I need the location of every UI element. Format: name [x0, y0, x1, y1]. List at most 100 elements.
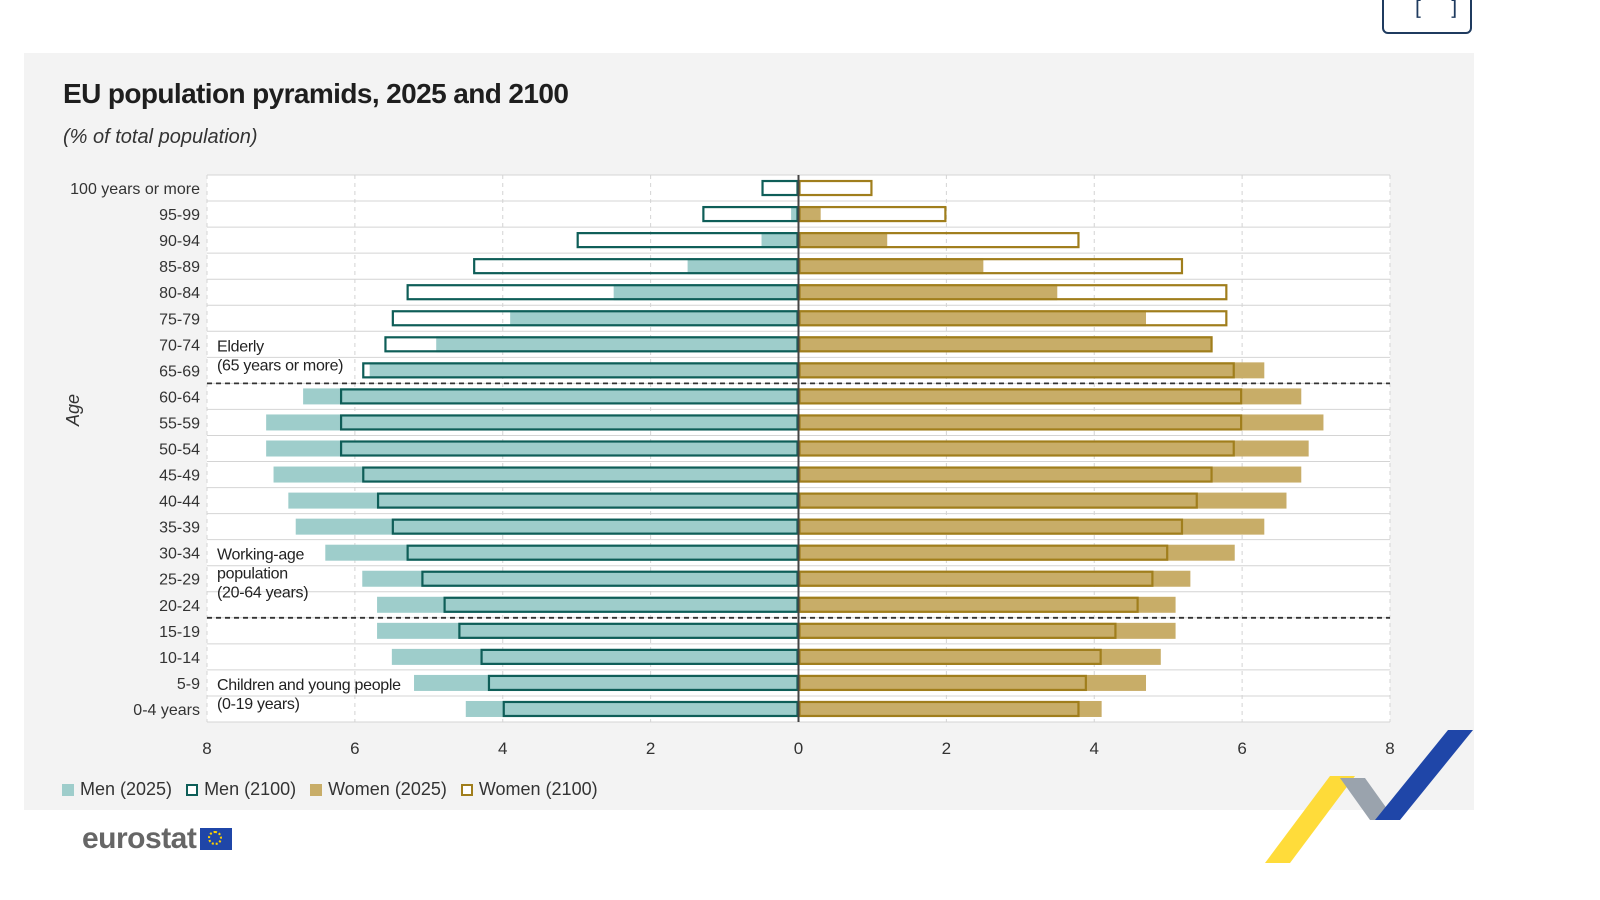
ribbon-blue [1375, 730, 1473, 820]
bar-men-2025-60-64 [303, 388, 799, 405]
age-label-45-49: 45-49 [159, 468, 200, 485]
legend-label-men-2025: Men (2025) [80, 779, 173, 799]
bar-women-2025-0-4-years [798, 700, 1102, 717]
bar-women-2025-20-24 [798, 596, 1176, 613]
age-label-80-84: 80-84 [159, 285, 200, 302]
age-label-40-44: 40-44 [159, 494, 200, 511]
age-label-35-39: 35-39 [159, 520, 200, 537]
bar-women-2025-30-34 [798, 544, 1235, 561]
x-tick-label: 2 [646, 739, 655, 758]
group-label-working-age-line-2: (20-64 years) [217, 585, 308, 602]
x-tick-label: 4 [1090, 739, 1099, 758]
logo-text: eurostat [82, 822, 197, 855]
x-tick-label: 8 [202, 739, 211, 758]
x-tick-label: 8 [1385, 739, 1394, 758]
bar-men-2025-75-79 [510, 310, 799, 327]
bar-men-2025-5-9 [414, 674, 799, 691]
bar-men-2025-40-44 [288, 492, 799, 509]
bar-men-2025-70-74 [436, 336, 799, 353]
bar-women-2025-80-84 [798, 284, 1058, 301]
age-label-5-9: 5-9 [177, 676, 200, 693]
age-label-30-34: 30-34 [159, 546, 200, 563]
bar-women-2025-65-69 [798, 362, 1265, 379]
bar-women-2025-75-79 [798, 310, 1147, 327]
group-label-working-age-line-1: population [217, 566, 288, 583]
bar-women-2025-90-94 [798, 232, 888, 249]
bar-women-2025-70-74 [798, 336, 1213, 353]
bar-men-2025-65-69 [369, 362, 799, 379]
age-label-25-29: 25-29 [159, 572, 200, 589]
bar-women-2025-40-44 [798, 492, 1287, 509]
legend-swatch-women-2025 [310, 783, 323, 796]
bar-men-2025-20-24 [377, 596, 799, 613]
age-label-0-4-years: 0-4 years [133, 702, 200, 719]
y-axis-title: Age [63, 394, 83, 427]
eurostat-logo: eurostat [82, 822, 233, 856]
bar-men-2025-10-14 [391, 648, 799, 665]
age-label-65-69: 65-69 [159, 363, 200, 380]
bar-men-2025-15-19 [377, 622, 799, 639]
bar-men-2025-35-39 [295, 518, 799, 535]
age-label-95-99: 95-99 [159, 207, 200, 224]
ribbon-yellow [1265, 776, 1355, 863]
legend-swatch-men-2100 [186, 783, 199, 796]
legend-item-women-2025: Women (2025) [310, 779, 447, 800]
age-label-20-24: 20-24 [159, 598, 200, 615]
bar-men-2025-85-89 [687, 258, 799, 275]
chart-legend: Men (2025) Men (2100) Women (2025) Women… [62, 779, 598, 800]
age-label-75-79: 75-79 [159, 311, 200, 328]
fullscreen-icon: [ ] [1412, 0, 1467, 20]
group-label-elderly-line-1: (65 years or more) [217, 357, 343, 374]
bar-women-2025-45-49 [798, 466, 1302, 483]
legend-item-men-2025: Men (2025) [62, 779, 172, 800]
eu-flag-icon [200, 828, 233, 850]
fullscreen-button[interactable]: [ ] [1382, 0, 1472, 34]
x-tick-label: 2 [942, 739, 951, 758]
bar-women-2025-35-39 [798, 518, 1265, 535]
bar-men-2025-25-29 [362, 570, 799, 587]
age-label-50-54: 50-54 [159, 442, 200, 459]
bar-men-2025-30-34 [325, 544, 799, 561]
decorative-ribbon [1265, 730, 1473, 863]
x-tick-label: 4 [498, 739, 507, 758]
ribbon-grey [1340, 778, 1395, 820]
x-tick-label: 6 [350, 739, 359, 758]
bar-women-2025-5-9 [798, 674, 1147, 691]
bar-women-2025-95-99 [798, 206, 821, 223]
age-label-55-59: 55-59 [159, 415, 200, 432]
group-label-children-and-young-people-line-1: (0-19 years) [217, 696, 300, 713]
bar-women-2025-15-19 [798, 622, 1176, 639]
age-label-70-74: 70-74 [159, 337, 200, 354]
chart-subtitle: (% of total population) [63, 126, 258, 148]
age-label-60-64: 60-64 [159, 389, 200, 406]
age-label-90-94: 90-94 [159, 233, 200, 250]
bar-men-2025-50-54 [266, 440, 799, 457]
age-label-10-14: 10-14 [159, 650, 200, 667]
legend-swatch-men-2025 [62, 783, 74, 796]
group-label-children-and-young-people-line-0: Children and young people [217, 677, 401, 694]
legend-item-men-2100: Men (2100) [186, 779, 296, 800]
group-label-elderly-line-0: Elderly [217, 338, 264, 355]
bar-men-2025-95-99 [791, 206, 799, 223]
bar-women-2025-25-29 [798, 570, 1191, 587]
bar-women-2025-10-14 [798, 648, 1161, 665]
x-tick-label: 6 [1237, 739, 1246, 758]
bar-women-2025-85-89 [798, 258, 984, 275]
legend-item-women-2100: Women (2100) [460, 779, 598, 800]
bar-men-2025-90-94 [761, 232, 799, 249]
age-label-85-89: 85-89 [159, 259, 200, 276]
legend-label-women-2025: Women (2025) [328, 779, 447, 799]
bar-women-2025-60-64 [798, 388, 1302, 405]
bar-women-2025-50-54 [798, 440, 1309, 457]
bar-men-2025-0-4-years [465, 700, 799, 717]
legend-swatch-women-2100 [460, 783, 473, 796]
bar-women-2025-55-59 [798, 414, 1324, 431]
bar-men-2025-55-59 [266, 414, 799, 431]
legend-label-men-2100: Men (2100) [204, 779, 297, 799]
bar-men-2025-45-49 [273, 466, 799, 483]
bar-men-2025-80-84 [613, 284, 799, 301]
legend-label-women-2100: Women (2100) [478, 779, 598, 799]
group-label-working-age-line-0: Working-age [217, 547, 305, 564]
chart-title: EU population pyramids, 2025 and 2100 [63, 78, 569, 109]
